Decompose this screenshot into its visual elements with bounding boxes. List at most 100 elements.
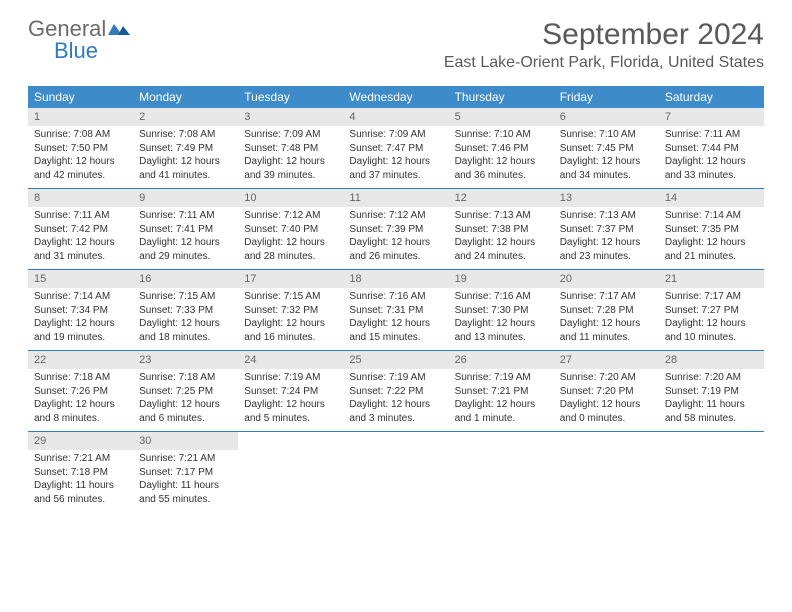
header: General Blue September 2024 East Lake-Or… [0,0,792,76]
sunset-line: Sunset: 7:19 PM [665,385,758,399]
day-info: Sunrise: 7:12 AMSunset: 7:39 PMDaylight:… [343,209,448,263]
day-number: 24 [238,351,343,369]
calendar-week-row: 15 Sunrise: 7:14 AMSunset: 7:34 PMDayligh… [28,270,764,351]
daylight-line: Daylight: 12 hours and 11 minutes. [560,317,653,344]
sunset-line: Sunset: 7:30 PM [455,304,548,318]
calendar-week-row: 29Sunrise: 7:21 AMSunset: 7:18 PMDayligh… [28,432,764,512]
sunrise-line: Sunrise: 7:09 AM [244,128,337,142]
sunrise-line: Sunrise: 7:08 AM [139,128,232,142]
sunset-line: Sunset: 7:44 PM [665,142,758,156]
sunset-line: Sunset: 7:48 PM [244,142,337,156]
day-info: Sunrise: 7:14 AMSunset: 7:34 PMDaylight:… [28,290,133,344]
sunset-line: Sunset: 7:33 PM [139,304,232,318]
sunset-line: Sunset: 7:25 PM [139,385,232,399]
day-headers-row: SundayMondayTuesdayWednesdayThursdayFrid… [28,86,764,108]
logo-text-general: General [28,18,106,40]
day-number: 11 [343,189,448,207]
day-cell: 15 Sunrise: 7:14 AMSunset: 7:34 PMDayligh… [28,270,133,350]
day-number: 28 [659,351,764,369]
day-header: Friday [554,86,659,108]
daylight-line: Daylight: 12 hours and 19 minutes. [34,317,127,344]
title-block: September 2024 East Lake-Orient Park, Fl… [444,18,764,72]
day-cell: 25Sunrise: 7:19 AMSunset: 7:22 PMDayligh… [343,351,448,431]
day-info: Sunrise: 7:10 AMSunset: 7:45 PMDaylight:… [554,128,659,182]
sunrise-line: Sunrise: 7:10 AM [560,128,653,142]
day-info: Sunrise: 7:17 AMSunset: 7:27 PMDaylight:… [659,290,764,344]
daylight-line: Daylight: 12 hours and 0 minutes. [560,398,653,425]
sunset-line: Sunset: 7:40 PM [244,223,337,237]
daylight-line: Daylight: 12 hours and 41 minutes. [139,155,232,182]
day-info: Sunrise: 7:13 AMSunset: 7:38 PMDaylight:… [449,209,554,263]
day-number: 23 [133,351,238,369]
day-cell: 10Sunrise: 7:12 AMSunset: 7:40 PMDayligh… [238,189,343,269]
day-number: 15 [28,270,133,288]
sunrise-line: Sunrise: 7:16 AM [455,290,548,304]
day-cell: 16Sunrise: 7:15 AMSunset: 7:33 PMDayligh… [133,270,238,350]
day-number: 27 [554,351,659,369]
sunset-line: Sunset: 7:22 PM [349,385,442,399]
day-cell [343,432,448,512]
daylight-line: Daylight: 12 hours and 34 minutes. [560,155,653,182]
sunset-line: Sunset: 7:31 PM [349,304,442,318]
sunrise-line: Sunrise: 7:14 AM [665,209,758,223]
sunset-line: Sunset: 7:18 PM [34,466,127,480]
sunrise-line: Sunrise: 7:15 AM [139,290,232,304]
day-number: 29 [28,432,133,450]
daylight-line: Daylight: 12 hours and 16 minutes. [244,317,337,344]
day-info: Sunrise: 7:13 AMSunset: 7:37 PMDaylight:… [554,209,659,263]
day-cell: 8Sunrise: 7:11 AMSunset: 7:42 PMDaylight… [28,189,133,269]
sunrise-line: Sunrise: 7:19 AM [349,371,442,385]
sunrise-line: Sunrise: 7:09 AM [349,128,442,142]
daylight-line: Daylight: 12 hours and 23 minutes. [560,236,653,263]
day-cell: 29Sunrise: 7:21 AMSunset: 7:18 PMDayligh… [28,432,133,512]
day-cell: 2Sunrise: 7:08 AMSunset: 7:49 PMDaylight… [133,108,238,188]
daylight-line: Daylight: 12 hours and 21 minutes. [665,236,758,263]
daylight-line: Daylight: 12 hours and 15 minutes. [349,317,442,344]
day-info: Sunrise: 7:19 AMSunset: 7:22 PMDaylight:… [343,371,448,425]
daylight-line: Daylight: 11 hours and 56 minutes. [34,479,127,506]
sunset-line: Sunset: 7:17 PM [139,466,232,480]
calendar-week-row: 1Sunrise: 7:08 AMSunset: 7:50 PMDaylight… [28,108,764,189]
day-header: Tuesday [238,86,343,108]
sunset-line: Sunset: 7:41 PM [139,223,232,237]
day-cell: 6 Sunrise: 7:10 AMSunset: 7:45 PMDaylight… [554,108,659,188]
daylight-line: Daylight: 12 hours and 5 minutes. [244,398,337,425]
day-cell: 12Sunrise: 7:13 AMSunset: 7:38 PMDayligh… [449,189,554,269]
day-cell: 5Sunrise: 7:10 AMSunset: 7:46 PMDaylight… [449,108,554,188]
sunset-line: Sunset: 7:38 PM [455,223,548,237]
day-info: Sunrise: 7:11 AMSunset: 7:42 PMDaylight:… [28,209,133,263]
daylight-line: Daylight: 11 hours and 55 minutes. [139,479,232,506]
day-number: 3 [238,108,343,126]
day-cell: 14Sunrise: 7:14 AMSunset: 7:35 PMDayligh… [659,189,764,269]
sunset-line: Sunset: 7:21 PM [455,385,548,399]
sunrise-line: Sunrise: 7:13 AM [455,209,548,223]
day-number: 7 [659,108,764,126]
calendar: SundayMondayTuesdayWednesdayThursdayFrid… [28,86,764,512]
day-info: Sunrise: 7:10 AMSunset: 7:46 PMDaylight:… [449,128,554,182]
calendar-week-row: 22Sunrise: 7:18 AMSunset: 7:26 PMDayligh… [28,351,764,432]
day-number: 6 [554,108,659,126]
daylight-line: Daylight: 12 hours and 39 minutes. [244,155,337,182]
month-title: September 2024 [444,18,764,52]
sunrise-line: Sunrise: 7:18 AM [139,371,232,385]
day-cell [554,432,659,512]
day-number: 4 [343,108,448,126]
day-cell [449,432,554,512]
day-header: Saturday [659,86,764,108]
daylight-line: Daylight: 12 hours and 13 minutes. [455,317,548,344]
daylight-line: Daylight: 12 hours and 33 minutes. [665,155,758,182]
sunset-line: Sunset: 7:28 PM [560,304,653,318]
sunrise-line: Sunrise: 7:10 AM [455,128,548,142]
day-cell: 19Sunrise: 7:16 AMSunset: 7:30 PMDayligh… [449,270,554,350]
sunset-line: Sunset: 7:20 PM [560,385,653,399]
sunrise-line: Sunrise: 7:20 AM [560,371,653,385]
sunset-line: Sunset: 7:45 PM [560,142,653,156]
day-info: Sunrise: 7:12 AMSunset: 7:40 PMDaylight:… [238,209,343,263]
day-cell: 21Sunrise: 7:17 AMSunset: 7:27 PMDayligh… [659,270,764,350]
sunset-line: Sunset: 7:26 PM [34,385,127,399]
day-info: Sunrise: 7:19 AMSunset: 7:24 PMDaylight:… [238,371,343,425]
day-info: Sunrise: 7:09 AMSunset: 7:48 PMDaylight:… [238,128,343,182]
calendar-weeks: 1Sunrise: 7:08 AMSunset: 7:50 PMDaylight… [28,108,764,512]
day-number: 2 [133,108,238,126]
sunset-line: Sunset: 7:46 PM [455,142,548,156]
